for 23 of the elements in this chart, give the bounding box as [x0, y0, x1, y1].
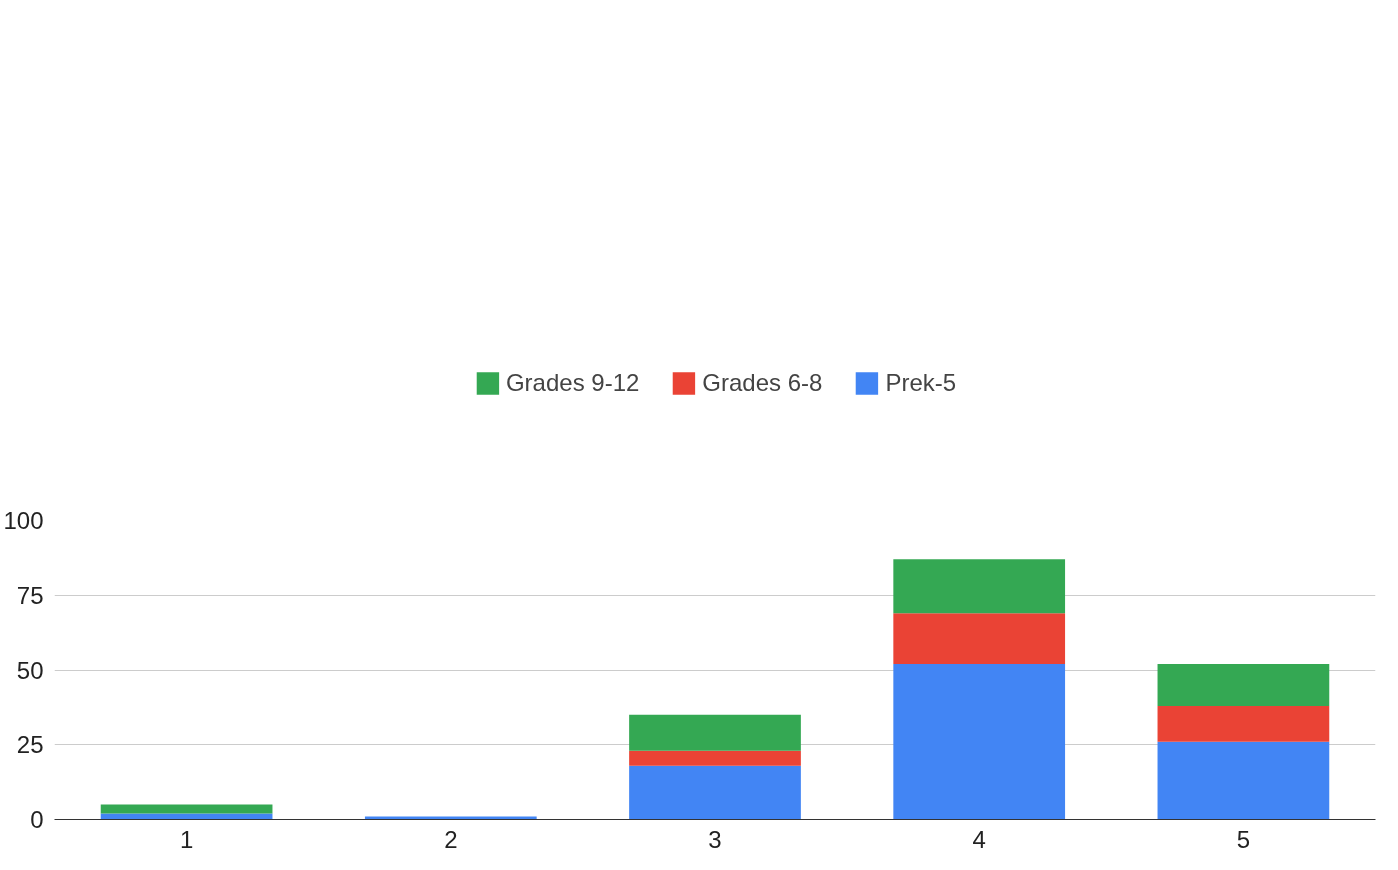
legend-label: Prek-5	[885, 369, 957, 397]
y-tick-label: 25	[16, 731, 44, 759]
bar	[629, 750, 801, 766]
x-tick-label: 1	[179, 825, 194, 853]
y-tick-label: 0	[30, 806, 44, 833]
bar	[629, 714, 801, 751]
bar	[1157, 705, 1330, 742]
x-tick-label: 3	[708, 825, 722, 853]
bar	[629, 765, 801, 820]
x-tick-label: 5	[1236, 825, 1251, 853]
bar	[100, 804, 273, 814]
bar	[1157, 664, 1330, 706]
legend-label: Grades 6-8	[702, 369, 823, 397]
x-tick-label: 2	[444, 825, 458, 853]
bar	[893, 664, 1066, 820]
bar	[893, 613, 1066, 665]
bar	[1157, 741, 1330, 820]
y-tick-label: 50	[16, 656, 44, 684]
y-tick-label: 100	[3, 507, 44, 534]
legend-label: Grades 9-12	[505, 369, 640, 397]
x-tick-label: 4	[972, 825, 986, 853]
bar	[893, 559, 1066, 614]
y-tick-label: 75	[16, 581, 44, 609]
